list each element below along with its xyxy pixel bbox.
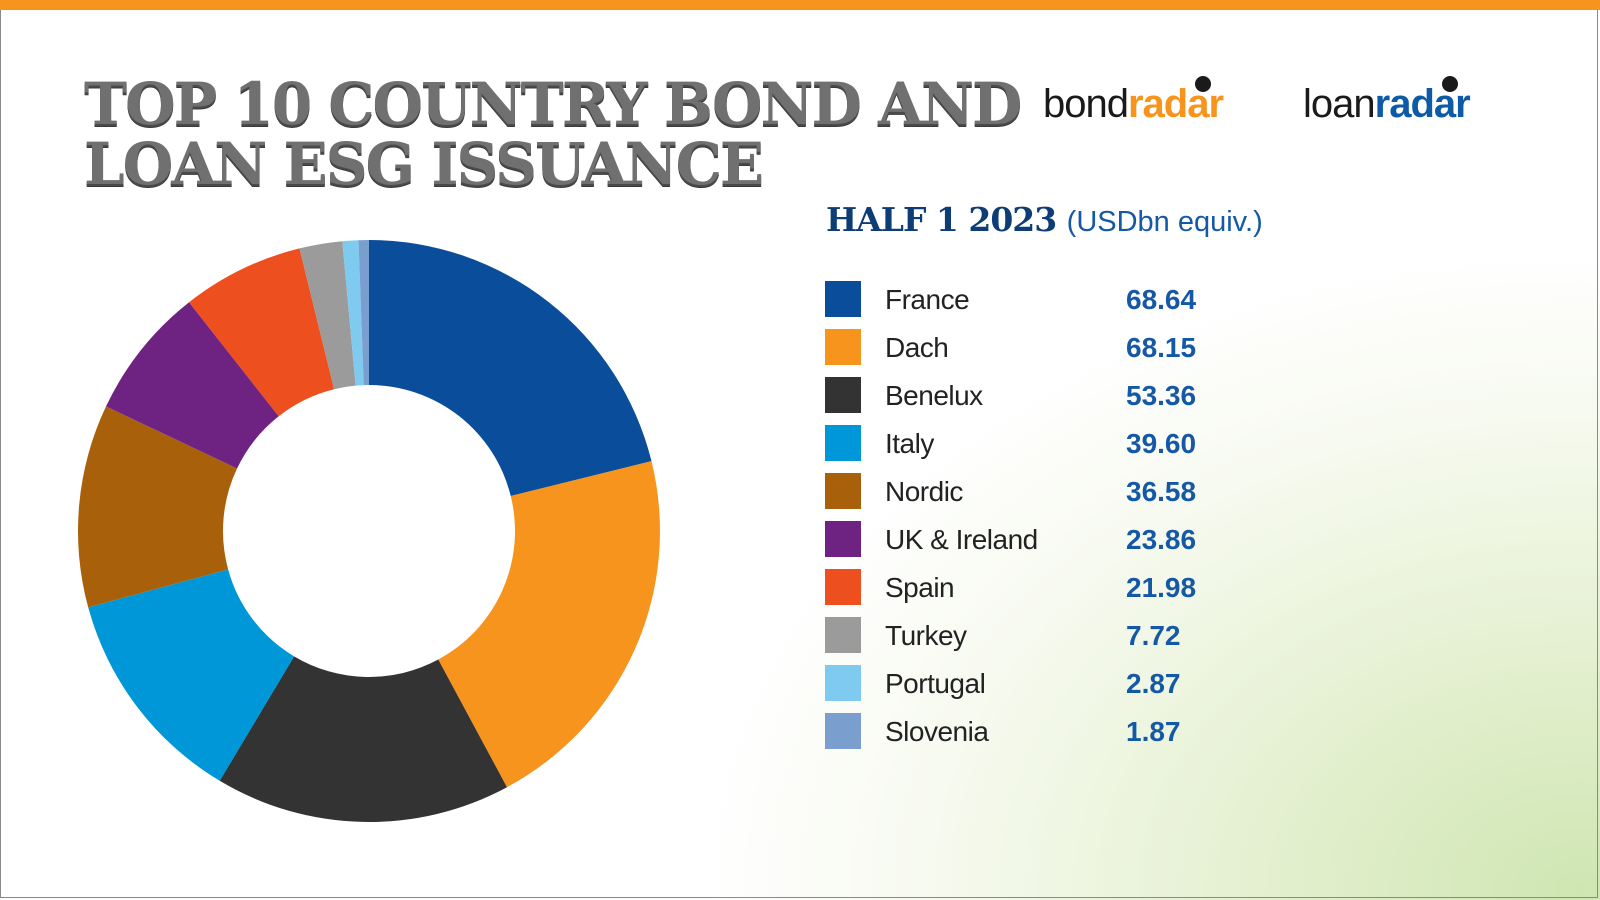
legend-swatch [825, 425, 861, 461]
donut-slice-nordic [77, 406, 238, 608]
chart-title: TOP 10 COUNTRY BOND AND LOAN ESG ISSUANC… [84, 74, 1024, 194]
bondradar-logo: bondradar [1043, 76, 1224, 127]
legend-value: 36.58 [1126, 476, 1197, 507]
legend-label: France [885, 284, 970, 315]
donut-slice-spain [189, 248, 335, 417]
legend-item: Turkey 7.72 [825, 617, 1245, 665]
legend-value: 68.64 [1126, 284, 1197, 315]
loanradar-logo: loanradar [1303, 76, 1471, 127]
legend-swatch [825, 377, 861, 413]
donut-slice-portugal [342, 240, 364, 386]
donut-slice-slovenia [358, 240, 369, 386]
legend-value: 2.87 [1126, 668, 1181, 699]
legend-item: Portugal 2.87 [825, 665, 1245, 713]
legend-value: 68.15 [1126, 332, 1197, 363]
donut-slice-italy [88, 569, 295, 781]
legend-value: 23.86 [1126, 524, 1197, 555]
donut-slice-turkey [299, 241, 356, 390]
legend-item: Slovenia 1.87 [825, 713, 1245, 761]
legend-value: 53.36 [1126, 380, 1197, 411]
top-accent-bar [0, 0, 1600, 10]
unit-label: (USDbn equiv.) [1066, 206, 1263, 238]
legend-label: Dach [885, 332, 949, 363]
legend-label: Italy [885, 428, 934, 459]
legend-value: 7.72 [1126, 620, 1181, 651]
legend-label: Slovenia [885, 716, 989, 747]
radar-dot-icon [1195, 76, 1212, 92]
legend-swatch [825, 713, 861, 749]
legend-label: Spain [885, 572, 955, 603]
legend-item: Italy 39.60 [825, 425, 1245, 473]
radar-dot-icon [1441, 76, 1458, 92]
title-line-2: LOAN ESG ISSUANCE [84, 130, 764, 198]
legend-item: Nordic 36.58 [825, 473, 1245, 521]
legend-swatch [825, 617, 861, 653]
chart-subtitle: HALF 1 2023 (USDbn equiv.) [826, 200, 1263, 239]
legend-value: 21.98 [1126, 572, 1197, 603]
title-line-1: TOP 10 COUNTRY BOND AND [84, 70, 1022, 138]
legend-swatch [825, 329, 861, 365]
legend-label: UK & Ireland [885, 524, 1038, 555]
legend-item: UK & Ireland 23.86 [825, 521, 1245, 569]
legend-value: 1.87 [1126, 716, 1181, 747]
period-label: HALF 1 2023 [826, 200, 1057, 239]
legend-label: Benelux [885, 380, 983, 411]
donut-slice-dach [438, 461, 660, 788]
legend-swatch [825, 281, 861, 317]
legend-item: Benelux 53.36 [825, 377, 1245, 425]
legend-item: Dach 68.15 [825, 329, 1245, 377]
legend-value: 39.60 [1126, 428, 1197, 459]
legend-label: Nordic [885, 476, 963, 507]
legend-label: Turkey [885, 620, 967, 651]
donut-slice-uk-ireland [106, 302, 279, 469]
donut-slice-france [369, 240, 652, 496]
chart-legend: France 68.64 Dach 68.15 Benelux 53.36 Italy 39.… [825, 281, 1245, 761]
legend-item: France 68.64 [825, 281, 1245, 329]
legend-swatch [825, 665, 861, 701]
legend-swatch [825, 473, 861, 509]
donut-slice-benelux [219, 656, 507, 823]
legend-item: Spain 21.98 [825, 569, 1245, 617]
legend-label: Portugal [885, 668, 986, 699]
legend-swatch [825, 521, 861, 557]
legend-swatch [825, 569, 861, 605]
